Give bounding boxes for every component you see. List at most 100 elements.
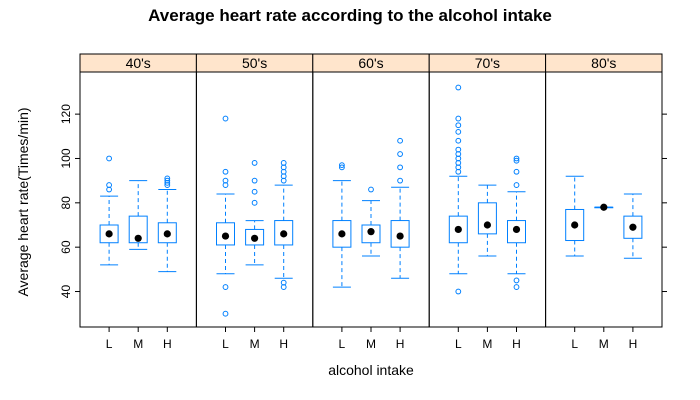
- box-M: [245, 160, 265, 266]
- outlier-point: [164, 175, 171, 182]
- box-L: [565, 175, 585, 257]
- outlier-point: [280, 160, 287, 166]
- panel-strip-label: 50's: [242, 55, 267, 71]
- box-L: [216, 115, 235, 317]
- box-L: [99, 155, 119, 266]
- outlier-point: [339, 164, 345, 171]
- x-tick-label: L: [339, 337, 346, 351]
- outlier-point: [513, 284, 520, 290]
- box-H: [274, 160, 294, 290]
- outlier-point: [280, 279, 287, 286]
- iqr-box: [390, 220, 410, 248]
- iqr-box: [507, 220, 526, 244]
- median-dot: [600, 203, 608, 211]
- outlier-point: [455, 137, 462, 144]
- y-tick-label: 60: [59, 240, 73, 254]
- outlier-point: [368, 186, 374, 193]
- outlier-point: [251, 199, 258, 206]
- panel-strip-label: 40's: [126, 55, 151, 71]
- outlier-point: [455, 84, 462, 91]
- x-tick-label: H: [629, 337, 638, 351]
- box-H: [507, 155, 526, 290]
- x-tick-label: L: [571, 337, 578, 351]
- box-M: [477, 184, 497, 257]
- outlier-point: [106, 182, 112, 188]
- x-tick-label: H: [279, 337, 288, 351]
- iqr-box: [448, 215, 468, 244]
- outlier-point: [251, 177, 258, 184]
- median-dot: [338, 230, 346, 238]
- panel-frame: [545, 71, 663, 328]
- outlier-point: [455, 115, 462, 122]
- panels-layer: 40's L M H 50's L M H 60's L M H 70's L M H 80's L M H: [79, 53, 663, 351]
- outlier-point: [397, 164, 404, 171]
- outlier-point: [222, 310, 229, 317]
- y-tick-label: 120: [59, 104, 73, 124]
- outlier-point: [513, 277, 520, 284]
- outlier-point: [455, 288, 462, 295]
- box-H: [390, 137, 410, 279]
- panel-frame: [195, 71, 314, 328]
- x-tick-label: M: [250, 337, 260, 351]
- iqr-box: [565, 208, 585, 242]
- x-tick-label: L: [455, 337, 462, 351]
- median-dot: [134, 234, 142, 242]
- outlier-point: [251, 160, 258, 166]
- outlier-point: [164, 177, 171, 184]
- outlier-point: [397, 137, 404, 144]
- iqr-box: [361, 224, 381, 244]
- x-tick-label: L: [222, 337, 229, 351]
- outlier-point: [222, 115, 229, 122]
- median-dot: [251, 234, 259, 242]
- median-dot: [367, 228, 375, 236]
- x-tick-label: M: [366, 337, 376, 351]
- box-M: [594, 203, 614, 211]
- median-dot: [396, 232, 404, 240]
- median-dot: [571, 221, 579, 229]
- panel-strip-label: 80's: [591, 55, 616, 71]
- outlier-point: [222, 177, 229, 184]
- median-dot: [163, 230, 171, 238]
- panel-frame: [312, 71, 430, 328]
- x-tick-label: M: [482, 337, 492, 351]
- outlier-point: [455, 128, 462, 135]
- panel-80s: 80's L M H: [545, 53, 663, 351]
- panel-60s: 60's L M H: [312, 53, 430, 351]
- y-tick-label: 100: [59, 148, 73, 168]
- median-dot: [454, 225, 462, 234]
- x-tick-label: L: [106, 337, 113, 351]
- x-tick-label: H: [396, 337, 405, 351]
- outlier-point: [513, 168, 520, 175]
- iqr-box: [245, 228, 265, 246]
- outlier-point: [513, 182, 520, 188]
- iqr-box: [216, 222, 235, 246]
- median-dot: [221, 232, 230, 240]
- median-dot: [280, 230, 288, 238]
- outlier-point: [339, 162, 345, 169]
- x-tick-label: M: [599, 337, 609, 351]
- median-dot: [105, 230, 113, 238]
- x-tick-label: H: [512, 337, 521, 351]
- outlier-point: [397, 151, 404, 157]
- box-L: [448, 84, 468, 295]
- chart-title: Average heart rate according to the alco…: [148, 6, 552, 25]
- x-tick-label: M: [133, 337, 143, 351]
- panel-strip-label: 70's: [475, 55, 500, 71]
- axes-layer: 40 60 80 100 120: [59, 104, 667, 298]
- outlier-point: [222, 168, 229, 175]
- iqr-box: [332, 220, 352, 248]
- panel-40s: 40's L M H: [79, 53, 197, 351]
- box-H: [157, 175, 177, 273]
- box-M: [361, 186, 381, 257]
- y-tick-label: 40: [59, 285, 73, 299]
- box-M: [128, 180, 148, 250]
- iqr-box: [157, 222, 177, 244]
- median-dot: [512, 225, 521, 234]
- panel-70s: 70's L M H: [428, 53, 547, 351]
- outlier-point: [222, 284, 229, 290]
- median-dot: [629, 223, 637, 231]
- outlier-point: [455, 122, 462, 129]
- median-dot: [483, 221, 491, 229]
- y-axis-label: Average heart rate(Times/min): [15, 107, 31, 296]
